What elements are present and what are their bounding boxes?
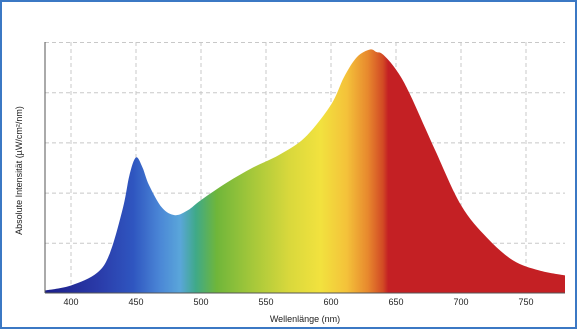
x-axis-title: Wellenlänge (nm) (270, 314, 340, 324)
x-tick-labels: 400 450 500 550 600 650 700 750 (63, 297, 533, 307)
x-tick-label: 600 (323, 297, 338, 307)
x-tick-label: 650 (388, 297, 403, 307)
x-tick-label: 550 (258, 297, 273, 307)
plot-area (45, 49, 565, 294)
axes (44, 42, 565, 294)
x-tick-label: 750 (518, 297, 533, 307)
x-tick-label: 500 (193, 297, 208, 307)
spectrum-area (45, 49, 565, 294)
x-tick-label: 700 (453, 297, 468, 307)
x-tick-label: 400 (63, 297, 78, 307)
x-tick-label: 450 (128, 297, 143, 307)
y-axis-title: Absolute Intensität (µW/cm²/nm) (14, 106, 24, 235)
